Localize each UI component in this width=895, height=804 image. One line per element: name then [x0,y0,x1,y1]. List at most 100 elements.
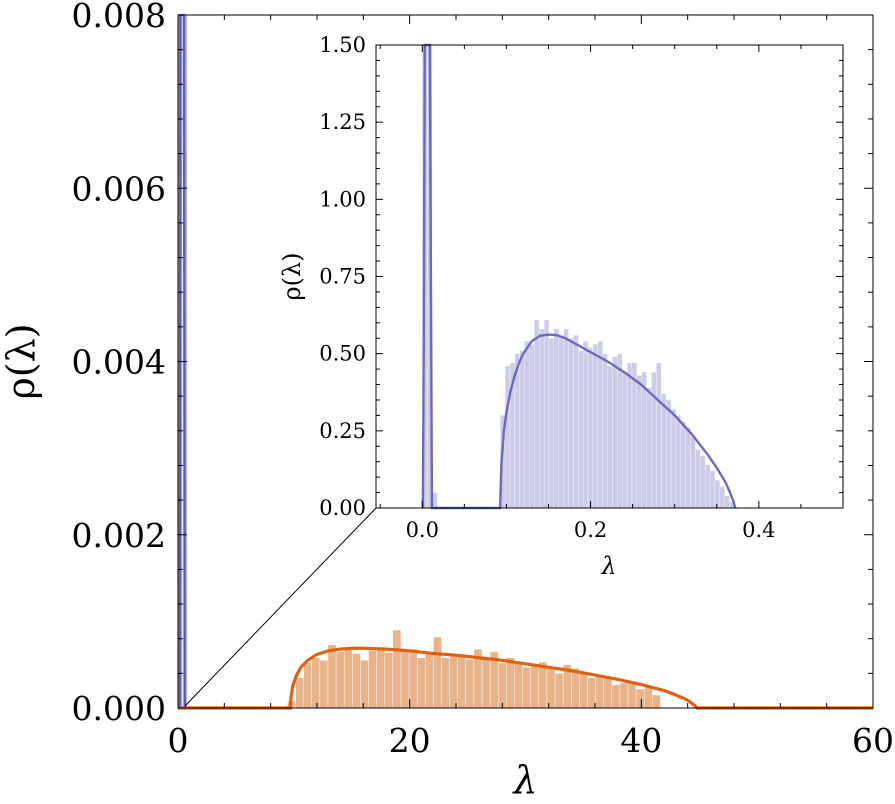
inset-histogram-bar [670,409,677,509]
histogram-bar [538,661,548,709]
x-tick-label: 60 [852,721,894,760]
x-tick-label: 20 [389,721,431,760]
inset-histogram-bar [524,341,530,509]
histogram-bar [611,684,621,709]
inset-histogram-bar [656,362,662,509]
inset-histogram-bar [583,341,589,509]
histogram-bar [644,687,653,709]
inset-x-axis-label: λ [600,552,616,580]
inset-histogram-bar [724,495,730,509]
inset-histogram-bar [612,356,618,509]
inset-y-tick-label: 0.00 [319,496,366,520]
y-tick-label: 0.006 [72,169,166,208]
inset-histogram-bar [675,415,681,509]
histogram-bar [335,651,345,709]
inset-histogram-bar [534,319,540,509]
histogram-bar [441,657,450,709]
inset-histogram-bar [641,372,647,509]
histogram-bar [546,668,556,709]
histogram-bar [635,688,645,709]
inset-histogram-bar [690,436,696,509]
inset-histogram-bar [519,350,525,509]
histogram-bar [360,660,369,709]
histogram-bar [587,677,596,709]
inset-histogram-bar [631,362,637,509]
inset-histogram-bar [709,470,716,509]
histogram-bar [554,673,564,709]
y-tick-label: 0.004 [72,343,166,382]
inset-y-tick-label: 0.50 [319,342,366,366]
inset-histogram-bar [602,353,608,509]
inset-histogram-bar [587,347,594,509]
histogram-bar [344,648,353,709]
inset-histogram-bar [578,350,584,509]
inset-histogram-bar [626,362,633,509]
histogram-bar [571,667,580,709]
inset-histogram-bar [553,328,559,509]
histogram-bar [498,662,507,709]
histogram-bar [408,648,418,709]
histogram-bar [416,657,426,709]
inset-x-tick-label: 0.0 [406,518,439,542]
inset-histogram-bar [651,372,657,509]
histogram-bar [522,667,531,709]
inset-histogram-bar [680,421,686,509]
inset-histogram-bar [568,338,574,509]
inset-histogram-bar [695,449,701,509]
histogram-bar [506,657,515,709]
histogram-bar [319,660,329,709]
inset-histogram-bar [504,365,511,509]
histogram-bar [400,651,410,709]
histogram-bar [303,662,312,709]
histogram-bar [368,650,377,709]
inset-histogram-bar [543,319,550,509]
histogram-bar [295,677,304,709]
y-tick-label: 0.000 [72,689,166,728]
inset-histogram-bar [636,375,642,509]
inset-histogram-bar [563,328,569,509]
histogram-bar [376,647,385,709]
histogram-bar [433,636,442,709]
inset-histogram-bar [592,344,598,509]
inset-y-tick-label: 0.75 [319,265,366,289]
y-tick-label: 0.002 [72,516,166,555]
histogram-bar [481,659,491,709]
y-tick-label: 0.008 [72,0,166,35]
histogram-bar [595,676,604,709]
histogram-bar [465,659,475,709]
inset-histogram-bar [607,365,613,509]
inset-histogram-bar [573,334,579,509]
histogram-bar [603,676,612,709]
histogram-bar [514,661,523,709]
inset-histogram-bar [646,387,652,509]
x-axis-label: λ [511,758,537,802]
histogram-bar [327,644,337,709]
inset-plot: 0.0 0.2 0.4 0.00 0.25 0.50 0.75 1.00 1.25 1.50 λ ρ(… [278,33,844,580]
inset-histogram-bar [558,334,564,509]
histogram-bar [627,681,637,709]
density-curve [178,646,873,710]
inset-histogram-bar [432,492,438,509]
histogram-bar [311,657,321,709]
inset-y-tick-label: 1.50 [319,33,366,57]
zoom-connector-line [184,507,377,707]
inset-histogram-bar [665,399,672,509]
inset-histogram-bar [617,353,623,509]
inset-histogram-bar [548,338,555,509]
histogram-bar [352,653,361,709]
inset-histogram-bar [529,344,535,509]
inset-y-tick-label: 0.25 [319,419,366,443]
histogram-bar [392,629,402,709]
inset-x-tick-label: 0.2 [574,518,607,542]
y-axis-label: ρ(λ) [0,323,43,399]
inset-y-axis-label: ρ(λ) [278,252,306,300]
inset-histogram-bar [714,480,720,509]
inset-histogram-bar [705,464,711,509]
histogram-bar [530,664,540,709]
inset-histogram-bar [719,486,725,509]
inset-histogram-bar [622,372,628,509]
inset-histogram-bar [700,455,706,509]
histogram-bar [652,694,661,709]
